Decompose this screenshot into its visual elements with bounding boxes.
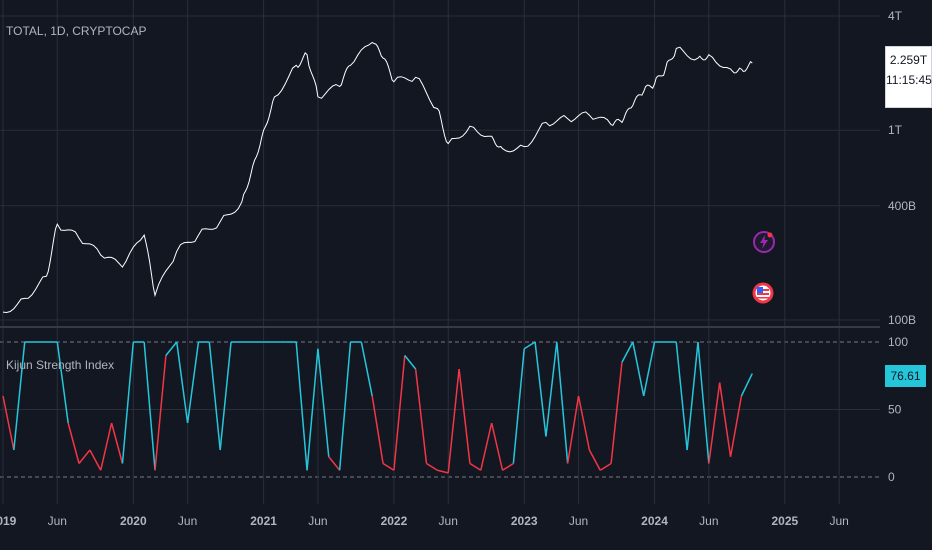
- ksi-segment: [176, 341, 189, 424]
- price-y-axis: 4T 1T 400B 100B: [888, 9, 916, 327]
- ksi-segment: [512, 348, 525, 464]
- ksi-segment: [577, 395, 591, 451]
- ksi-series: [2, 341, 753, 474]
- lightning-icon[interactable]: [752, 230, 776, 254]
- bar-countdown: 11:15:45: [886, 73, 932, 87]
- time-tick-label: 2024: [641, 514, 668, 528]
- ksi-segment: [393, 355, 406, 471]
- ksi-segment: [382, 462, 395, 471]
- time-tick-label: Jun: [308, 514, 327, 528]
- time-x-axis: 2019 Jun 2020 Jun 2021 Jun 2022 Jun 2023 Jun 2024 J…: [0, 514, 849, 528]
- ksi-segment: [154, 355, 167, 471]
- price-tick-label: 4T: [888, 9, 903, 23]
- ksi-tick-label: 50: [888, 403, 902, 417]
- ksi-y-axis: 100 50 0: [888, 335, 908, 484]
- ksi-segment: [632, 341, 645, 397]
- ksi-segment: [729, 395, 743, 457]
- ksi-segment: [360, 341, 373, 397]
- symbol-label[interactable]: TOTAL, 1D, CRYPTOCAP: [6, 24, 147, 38]
- ksi-segment: [502, 462, 514, 471]
- ksi-segment: [56, 341, 69, 424]
- price-tick-label: 400B: [888, 199, 916, 213]
- ksi-segment: [675, 341, 688, 451]
- price-tick-label: 1T: [888, 123, 903, 137]
- price-line: [2, 41, 753, 314]
- ksi-segment: [414, 368, 428, 464]
- time-tick-label: 2021: [250, 514, 277, 528]
- ksi-segment: [328, 456, 341, 471]
- ksi-segment: [371, 395, 384, 464]
- ksi-segment: [143, 341, 156, 471]
- ksi-segment: [686, 341, 699, 451]
- ksi-segment: [67, 422, 80, 464]
- ksi-segment: [523, 341, 536, 350]
- grid-lines: [0, 0, 880, 504]
- ksi-segment: [534, 341, 547, 437]
- ksi-last-value-tag: 76.61: [885, 365, 926, 387]
- ksi-segment: [78, 449, 91, 464]
- price-tick-label: 100B: [888, 313, 916, 327]
- price-series: [2, 41, 753, 314]
- last-price-tag: 2.259T 11:15:45: [885, 46, 932, 108]
- ksi-segment: [490, 422, 504, 471]
- time-tick-label: 2019: [0, 514, 17, 528]
- time-tick-label: 2023: [511, 514, 538, 528]
- time-tick-label: Jun: [178, 514, 197, 528]
- ksi-segment: [447, 368, 460, 474]
- ksi-segment: [121, 341, 135, 464]
- ksi-segment: [99, 422, 113, 471]
- time-tick-label: Jun: [439, 514, 458, 528]
- ksi-segment: [458, 368, 471, 464]
- ksi-segment: [437, 469, 449, 474]
- ksi-segment: [186, 341, 200, 424]
- us-flag-icon[interactable]: [751, 281, 775, 305]
- ksi-segment: [110, 422, 124, 464]
- ksi-segment: [165, 341, 178, 356]
- ksi-segment: [610, 362, 623, 464]
- ksi-tick-label: 100: [888, 335, 908, 349]
- time-tick-label: 2025: [771, 514, 798, 528]
- ksi-segment: [306, 348, 319, 471]
- ksi-segment: [2, 395, 15, 451]
- ksi-tick-label: 0: [888, 470, 895, 484]
- ksi-segment: [599, 462, 612, 471]
- ksi-segment: [708, 382, 721, 464]
- ksi-segment: [13, 341, 26, 451]
- time-tick-label: Jun: [48, 514, 67, 528]
- time-tick-label: Jun: [569, 514, 588, 528]
- time-tick-label: 2020: [120, 514, 147, 528]
- ksi-segment: [219, 341, 232, 451]
- ksi-segment: [621, 341, 634, 363]
- ksi-segment: [642, 341, 656, 397]
- ksi-segment: [426, 462, 438, 471]
- last-price-value: 2.259T: [889, 53, 928, 67]
- ksi-segment: [338, 341, 352, 471]
- ksi-segment: [566, 395, 580, 464]
- ksi-segment: [404, 355, 417, 370]
- ksi-segment: [545, 341, 558, 437]
- time-tick-label: Jun: [829, 514, 848, 528]
- ksi-segment: [295, 341, 308, 471]
- ksi-segment: [718, 382, 732, 457]
- indicator-name[interactable]: Kijun Strength Index: [6, 358, 115, 372]
- time-tick-label: 2022: [381, 514, 408, 528]
- time-tick-label: Jun: [699, 514, 718, 528]
- ksi-segment: [697, 341, 710, 464]
- ksi-segment: [480, 422, 493, 471]
- ksi-segment: [469, 462, 482, 471]
- ksi-segment: [588, 449, 601, 471]
- ksi-segment: [317, 348, 330, 457]
- ksi-segment: [89, 449, 102, 471]
- ksi-segment: [556, 341, 569, 464]
- ksi-segment: [740, 373, 753, 397]
- ksi-segment: [208, 341, 221, 451]
